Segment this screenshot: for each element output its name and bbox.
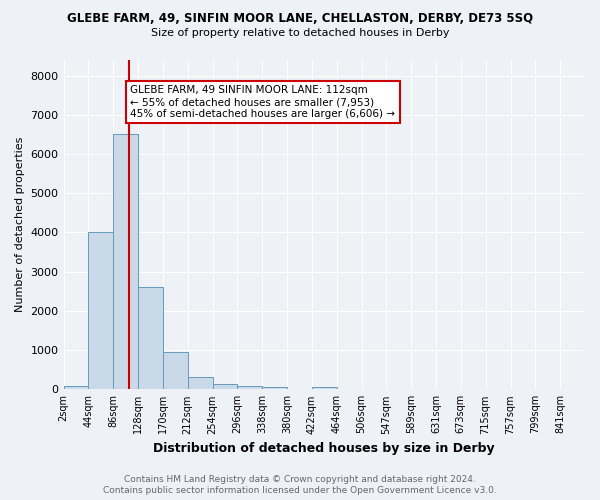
Text: Contains public sector information licensed under the Open Government Licence v3: Contains public sector information licen… xyxy=(103,486,497,495)
Bar xyxy=(188,377,212,390)
Bar xyxy=(312,388,337,390)
Bar xyxy=(238,386,262,390)
Bar xyxy=(262,388,287,390)
Text: GLEBE FARM, 49, SINFIN MOOR LANE, CHELLASTON, DERBY, DE73 5SQ: GLEBE FARM, 49, SINFIN MOOR LANE, CHELLA… xyxy=(67,12,533,26)
Bar xyxy=(88,232,113,390)
Bar xyxy=(113,134,138,390)
Bar xyxy=(163,352,188,390)
X-axis label: Distribution of detached houses by size in Derby: Distribution of detached houses by size … xyxy=(154,442,495,455)
Text: GLEBE FARM, 49 SINFIN MOOR LANE: 112sqm
← 55% of detached houses are smaller (7,: GLEBE FARM, 49 SINFIN MOOR LANE: 112sqm … xyxy=(130,86,395,118)
Text: Contains HM Land Registry data © Crown copyright and database right 2024.: Contains HM Land Registry data © Crown c… xyxy=(124,475,476,484)
Bar xyxy=(287,388,312,390)
Text: Size of property relative to detached houses in Derby: Size of property relative to detached ho… xyxy=(151,28,449,38)
Bar xyxy=(212,384,238,390)
Bar xyxy=(138,288,163,390)
Bar xyxy=(64,386,88,390)
Y-axis label: Number of detached properties: Number of detached properties xyxy=(15,137,25,312)
